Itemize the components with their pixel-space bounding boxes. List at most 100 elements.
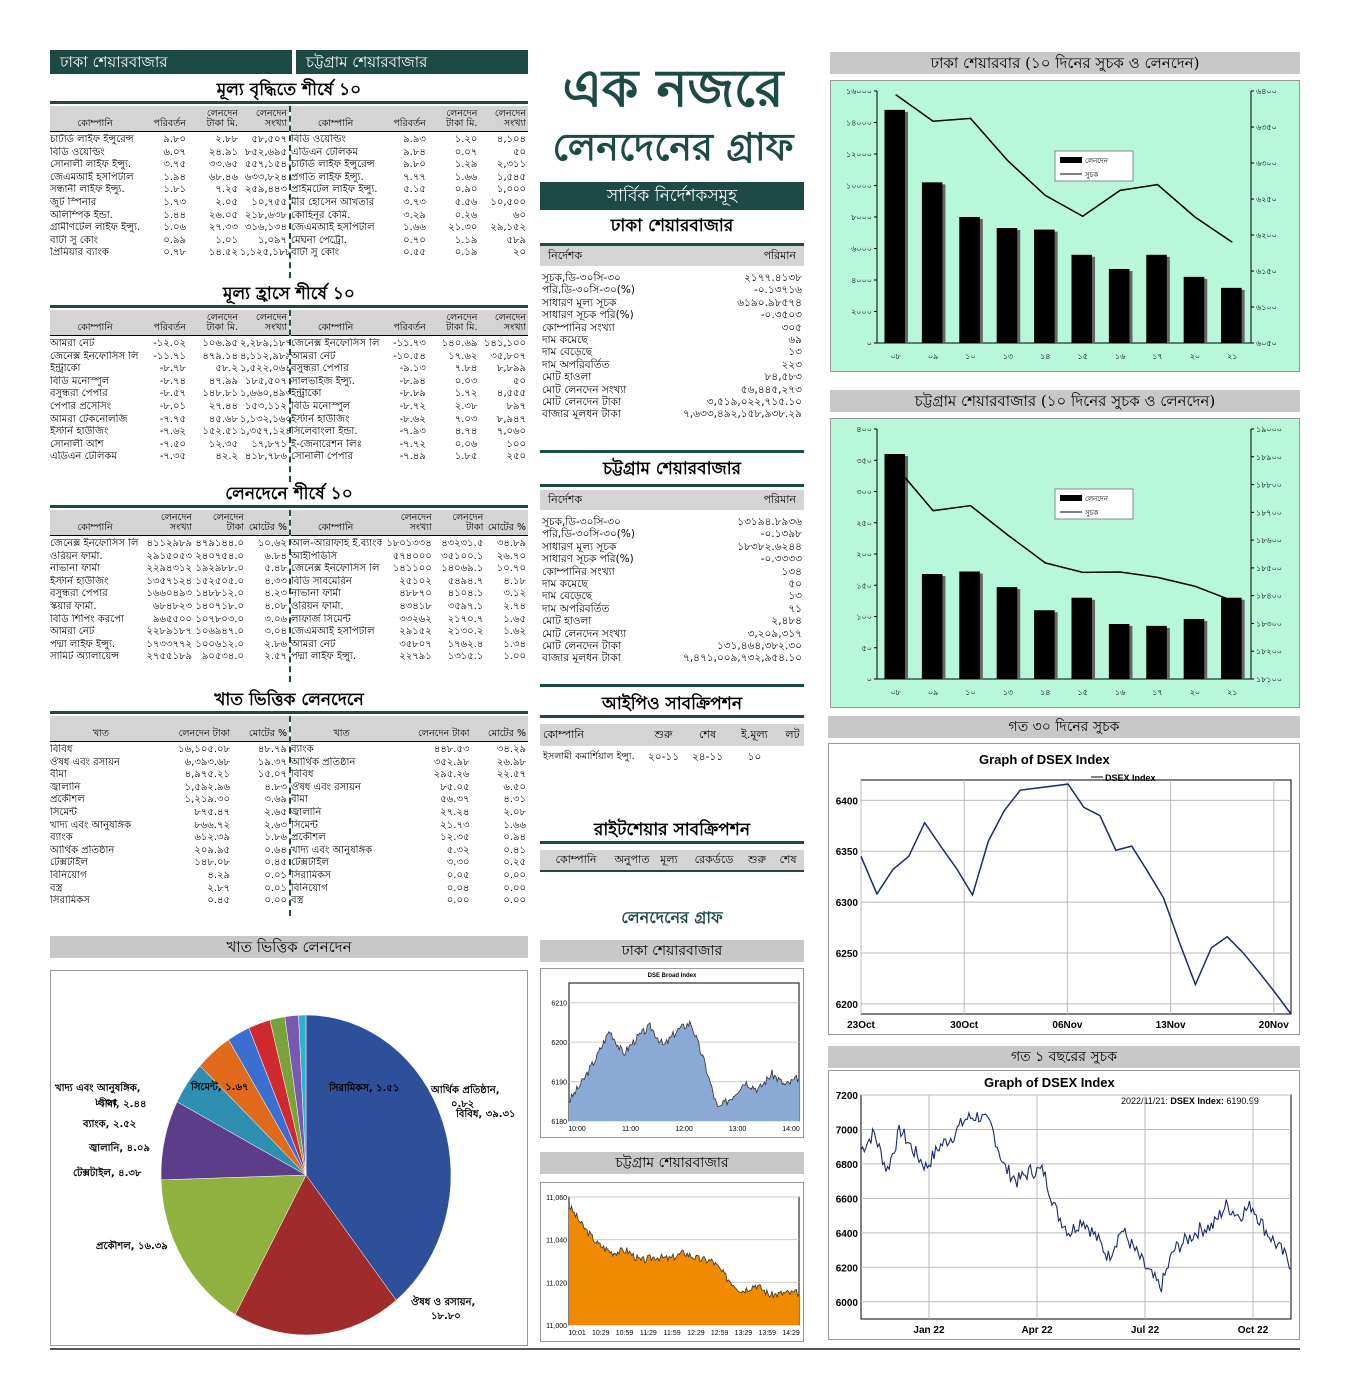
pie-label: সিরামিকস, ১.৫১ <box>328 1081 399 1094</box>
cell: ৪৮.৭৯ <box>257 744 287 755</box>
y2-tick-label: ৬০৫০ <box>1256 339 1277 348</box>
table-row: আর্থিক প্রতিষ্ঠান ২০৯.৯৫ ০.৬৪ <box>50 845 289 858</box>
cell: -৮.৭৪ <box>159 375 186 387</box>
bar <box>1108 624 1130 679</box>
cell: ১৪০৭১৮.০ <box>195 600 244 612</box>
cell: ৬৮.৪৬ <box>208 171 238 183</box>
table-row: ঔষধ এবং রসায়ন ৬,৩৯৩.৬৮ ১৯.৩৭ <box>50 757 289 770</box>
indicator-value: ৭,৬৩৩,৪৯২,১৫৮,৯৩৮.২৯ <box>683 408 802 421</box>
cell: ১৮০১৩৩৪ <box>386 538 432 549</box>
cell: ১৭.৬২ <box>448 350 478 362</box>
indicator-name: দাম কমেছে <box>542 578 588 591</box>
table-row: বসুন্ধরা পেপার -৮.৫৭ ১৪৮.৮১ ১,৬৬০,৪৯৩ <box>50 388 289 401</box>
main-title-1: এক নজরে <box>562 58 784 119</box>
pie-slice <box>305 1014 452 1301</box>
cell: অলিম্পিক ইন্ডা. <box>50 209 113 221</box>
cell: আমরা নেট <box>50 338 95 349</box>
cell: ৪.২৩ <box>264 588 287 600</box>
table-row: বিবিধ ২৯৫.২৬ ২২.৫৭ <box>291 769 528 782</box>
indicator-name: দাম বেড়েছে <box>542 346 593 359</box>
y-tick-label: 6300 <box>836 898 859 909</box>
cell: ইস্টার্ন হাউজিং <box>50 575 109 587</box>
table-row: নাভানা ফার্মা ২২৯৪৩১২ ১৯২৯৮৮.০ ৫.৪৮ <box>50 563 289 576</box>
cell: বাটা সু কোং <box>291 247 340 259</box>
table-row: প্রকৌশল ১২.৩৫ ০.৯৪ <box>291 832 528 845</box>
cell: ১.৩৪ <box>503 638 526 650</box>
cell: ২১৭০.৭ <box>447 613 484 625</box>
indicator-value: -০.৩৩৩৩ <box>760 553 802 566</box>
cell: জেনেক্স ইনফোসিস লি <box>50 350 139 362</box>
indicator-name: মোট লেনদেন টাকা <box>542 640 622 653</box>
cell: ৯.৯৩ <box>403 134 426 145</box>
x-tick-label: 11:29 <box>640 1330 657 1337</box>
cell: ১৩৫৭১২৪ <box>146 575 192 587</box>
cell: ১.৭৩ <box>163 196 186 208</box>
y-tick-label: ৬০০০ <box>851 245 872 254</box>
table-half-left: খাত লেনদেন টাকা মোটের % বিবিধ ১৬,১০৫.০৮ ৪৮.৭৯… <box>50 716 289 916</box>
cell: ০.৯৪ <box>503 832 526 844</box>
col-header: খাত <box>92 728 110 739</box>
indicator-row: সূচক,ডি-৩০সি-৩০ ২১৭৭.৪১৩৮ <box>542 272 802 284</box>
table-row: প্রাইমটেল লাইফ ইন্স্যু. ৫.১৫ ০.৯০ ১,০০০ <box>291 184 528 197</box>
cell: ৯০৫৩৪.০ <box>201 651 244 663</box>
bar <box>1146 625 1167 679</box>
cell: ৪৮৮৭০ <box>399 588 432 600</box>
cell: সিমেন্ট <box>291 819 318 831</box>
cell: ১,১২৫,১৮৮ <box>240 247 289 259</box>
pie-slice <box>234 1174 397 1336</box>
y-tick-label: ০ <box>867 339 872 348</box>
cell: ০.০৩ <box>454 375 478 387</box>
cell: ০.০৪ <box>446 882 470 894</box>
cell: ১৪০৬৯.১ <box>441 563 484 575</box>
cell: ৪,১০৪ <box>496 134 526 145</box>
cell: জেনেক্স ইনফোসিস লি <box>50 538 139 549</box>
cell: বীমা <box>50 769 67 781</box>
indicator-row: মোট হাওলা ৮৪,৫৮৩ <box>542 371 802 383</box>
indicator-value: ২২৩ <box>781 358 802 371</box>
col-header: লেনদেন টাকা <box>212 512 244 533</box>
cell: জেনেক্স ইনফোসিস লি <box>291 338 380 349</box>
table-head: কোম্পানি পরিবর্তন লেনদেন টাকা মি. লেনদেন সং… <box>291 106 528 132</box>
indicator-row: সাধারণ সূচক পরি(%) -০.৩৩৩৩ <box>542 553 802 565</box>
plot-frame <box>860 779 1292 1015</box>
x-tick-label: Apr 22 <box>1021 1325 1053 1336</box>
dhaka10-title: ঢাকা শেয়ারবার (১০ দিনের সুচক ও লেনদেন) <box>830 52 1300 74</box>
x-tick-label: ১৫ <box>1078 688 1088 697</box>
ipo-cell: ২৪-১১ <box>691 751 724 763</box>
col-header: লেনদেন সংখ্যা <box>494 312 526 333</box>
annotation-label: DSEX Index: <box>1170 1096 1226 1106</box>
table-row: জুট স্পিনার ১.৭৩ ২.০৫ ১০,৭৫৫ <box>50 197 289 210</box>
dhaka10-chart: ০ ২০০০ ৪০০০ ৬০০০ ৮০০০ ১০০০০ ১২০০০ ১৪০০০ ১৬০০০ ৬০৫… <box>830 80 1300 372</box>
cell: ২১.৭৩ <box>440 819 470 831</box>
y2-tick-label: ৬১৫০ <box>1256 267 1277 276</box>
cell: ০.০০ <box>503 882 526 894</box>
d30-chart: Graph of DSEX Index DSEX Index 6200 6250 630… <box>828 743 1300 1035</box>
indicator-row: পরি,ডি-৩০সি-৩০(%) -০.১৩৯৮ <box>542 528 802 540</box>
table-row: বিডি শিপিং করপো ৯৬৫৫০০ ১০৭৮০৩.০ ৩.০৬ <box>50 614 289 627</box>
indicator-name: বাজার মূলধন টাকা <box>542 408 621 421</box>
cell: -৮.৬২ <box>399 413 426 425</box>
col-header: লেনদেন সংখ্যা <box>255 108 287 129</box>
x-tick-label: 30Oct <box>950 1020 978 1031</box>
indicator-value: ৫৬,৪৪৫,২৭৩ <box>740 383 802 396</box>
cell: ২৯,১৫২ <box>490 222 526 234</box>
col-header: কোম্পানি <box>317 522 354 533</box>
table-row: সিমেন্ট ৮৭৫.৪৭ ২.৬৫ <box>50 807 289 820</box>
x-tick-label: 10:29 <box>592 1330 610 1337</box>
indicator-name: সূচক,ডি-৩০সি-৩০ <box>542 272 621 284</box>
indicator-value: -০.৩৫০৩ <box>760 309 802 322</box>
cell: ১,৫৯২.৯৬ <box>184 781 230 793</box>
cell: -৮.৯৪ <box>399 375 426 387</box>
cell: ৮,৯৪৭ <box>496 413 526 425</box>
cell: ৪,৫৫৫ <box>496 388 526 400</box>
x-tick-label: ০৯ <box>928 688 938 697</box>
col-header: মোটের % <box>487 522 526 533</box>
top-loss-table: কোম্পানি পরিবর্তন লেনদেন টাকা মি. লেনদেন সং… <box>50 310 528 482</box>
table-row: বিডি ওয়েল্ডিং ৬.০৭ ২৪.৯১ ৮৫২,৬৯৫ <box>50 147 289 160</box>
area-line <box>568 1019 800 1108</box>
cell: চার্টার্ড লাইফ ইন্সুরেন্স <box>50 134 134 145</box>
cell: ৫৬.৩৭ <box>440 794 470 806</box>
table-half-right: কোম্পানি লেনদেন সংখ্যা লেনদেন টাকা মোটের % আ… <box>289 510 528 682</box>
cell: ৫.৪৮ <box>264 563 287 575</box>
indicator-row: মোট লেনদেন টাকা ১৩১,৪৬৪,৩৮২.৩০ <box>542 640 802 652</box>
